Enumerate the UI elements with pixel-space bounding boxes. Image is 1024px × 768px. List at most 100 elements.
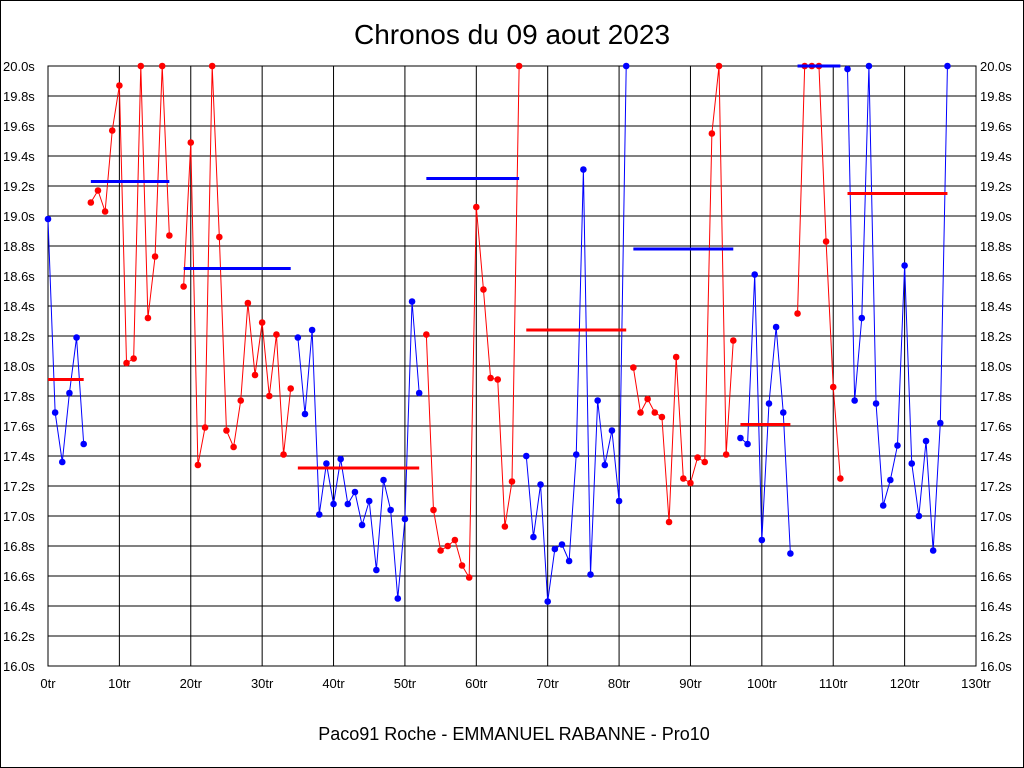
data-point [437, 547, 444, 554]
data-point [865, 62, 873, 70]
data-point [223, 427, 230, 434]
data-point [323, 460, 330, 467]
data-point [365, 497, 373, 505]
series-line [183, 65, 292, 466]
series-line [90, 65, 170, 364]
grid [47, 65, 977, 667]
data-point [530, 533, 537, 541]
data-point [394, 595, 402, 602]
data-point [765, 400, 773, 407]
data-point [58, 458, 66, 466]
data-point [423, 331, 430, 338]
data-point [458, 562, 466, 569]
segment-1 [44, 215, 87, 466]
tick-labels: 16.0s 16.0s 16.2s 16.2s 16.4s 16.4s 16.6s 16.6s… [3, 59, 1012, 691]
data-point [487, 374, 494, 382]
y-tick-label-left: 19.8s [3, 89, 35, 104]
data-point [237, 397, 245, 404]
data-point [315, 511, 323, 518]
y-tick-label-left: 17.8s [3, 389, 35, 404]
data-point [915, 512, 923, 520]
data-point [137, 62, 145, 70]
segment-2 [87, 62, 173, 367]
data-point [287, 385, 295, 392]
y-tick-label-right: 19.8s [980, 89, 1012, 104]
data-point [651, 409, 659, 416]
segment-8 [737, 271, 794, 557]
data-point [444, 542, 452, 550]
data-point [922, 437, 930, 445]
data-point [380, 476, 387, 484]
y-tick-label-left: 18.0s [3, 359, 35, 374]
data-point [537, 481, 544, 488]
data-point [680, 475, 687, 482]
y-tick-label-left: 16.2s [3, 629, 35, 644]
y-tick-label-right: 16.6s [980, 569, 1012, 584]
x-tick-label: 100tr [747, 676, 777, 691]
data-point [158, 62, 166, 70]
data-point [408, 298, 416, 305]
data-point [937, 419, 944, 427]
x-axis-label: Paco91 Roche - EMMANUEL RABANNE - Pro10 [318, 724, 709, 744]
data-point [787, 550, 794, 557]
y-tick-label-left: 17.0s [3, 509, 35, 524]
y-tick-label-left: 17.2s [3, 479, 35, 494]
y-tick-label-right: 17.2s [980, 479, 1012, 494]
data-point [501, 523, 509, 530]
x-tick-label: 20tr [180, 676, 203, 691]
y-tick-label-left: 19.2s [3, 179, 35, 194]
data-point [908, 460, 916, 467]
y-tick-label-left: 18.2s [3, 329, 35, 344]
data-point [73, 334, 80, 341]
data-point [201, 424, 209, 431]
data-point [829, 383, 837, 391]
y-tick-label-right: 16.0s [980, 659, 1012, 674]
y-tick-label-right: 18.4s [980, 299, 1012, 314]
data-point [630, 364, 637, 371]
data-point [358, 521, 366, 529]
data-point [451, 536, 459, 544]
y-tick-label-left: 19.4s [3, 149, 35, 164]
data-point [572, 451, 580, 458]
data-point [166, 232, 173, 239]
series-line [847, 65, 948, 551]
data-point [929, 547, 937, 554]
y-tick-label-right: 19.6s [980, 119, 1012, 134]
series-line [740, 274, 791, 554]
series-line [425, 65, 520, 580]
data-point [494, 376, 502, 383]
y-tick-label-left: 20.0s [3, 59, 35, 74]
data-point [751, 271, 759, 278]
data-point [901, 262, 908, 269]
data-point [373, 566, 380, 574]
data-point [715, 62, 723, 70]
x-tick-label: 130tr [961, 676, 991, 691]
data-point [415, 389, 423, 397]
data-point [772, 323, 780, 331]
data-point [151, 253, 159, 260]
data-point [130, 355, 137, 362]
data-point [587, 571, 594, 578]
y-tick-label-left: 16.4s [3, 599, 35, 614]
plot-frame [47, 65, 977, 667]
data-point [615, 497, 623, 505]
y-tick-label-left: 18.4s [3, 299, 35, 314]
y-tick-label-left: 17.6s [3, 419, 35, 434]
y-tick-label-right: 17.6s [980, 419, 1012, 434]
data-point [280, 451, 287, 458]
data-point [337, 455, 344, 463]
data-point [401, 515, 409, 523]
segment-9 [794, 62, 844, 482]
data-point [794, 310, 801, 317]
data-point [758, 536, 766, 544]
y-tick-label-left: 16.6s [3, 569, 35, 584]
data-point [180, 283, 187, 290]
data-point [894, 442, 901, 449]
x-tick-label: 10tr [108, 676, 131, 691]
data-point [851, 397, 858, 404]
data-point [872, 400, 880, 407]
data-point [66, 389, 73, 397]
x-tick-label: 0tr [40, 676, 56, 691]
y-tick-label-left: 19.0s [3, 209, 35, 224]
data-point [108, 127, 116, 134]
